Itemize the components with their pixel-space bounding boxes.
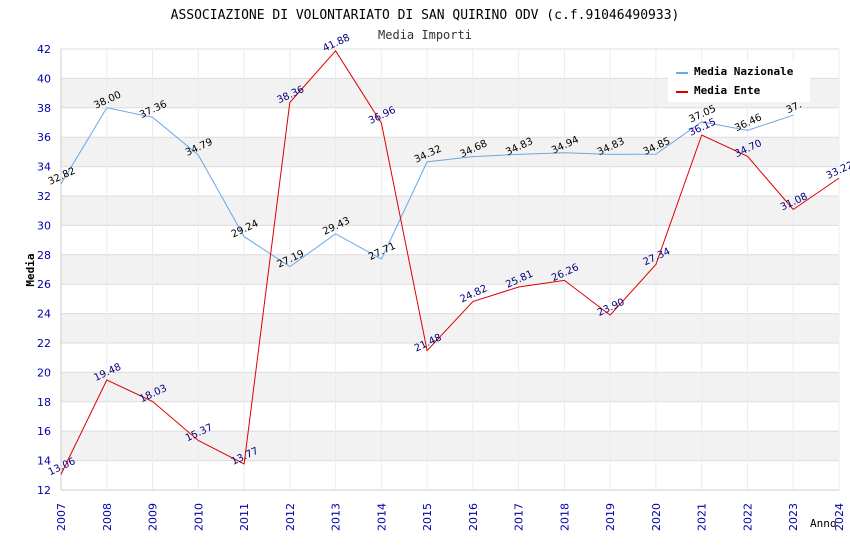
band [61,431,839,461]
data-label-ente: 24.82 [459,283,490,305]
series-line-media-ente [60,49,840,475]
x-tick-label: 2009 [147,503,160,531]
x-axis-label: Anno [810,517,837,530]
band [61,196,839,226]
series-lines [60,49,840,475]
x-tick-label: 2011 [238,503,251,531]
x-tick-labels: 2007 2008 2009 2010 2011 2012 2013 2014 2015 2016… [55,503,846,531]
legend-label-nazionale: Media Nazionale [694,65,794,78]
data-label-ente: 41.88 [321,32,352,54]
x-tick-label: 2017 [513,503,526,531]
axes [60,49,839,491]
y-tick-label: 14 [37,455,51,468]
y-tick-label: 28 [37,249,51,262]
legend-label-ente: Media Ente [694,84,761,97]
x-tick-label: 2014 [375,503,388,531]
y-tick-label: 38 [37,102,51,115]
y-tick-label: 22 [37,337,51,350]
band [61,137,839,167]
x-tick-label: 2023 [787,503,800,531]
y-tick-label: 42 [37,43,51,56]
data-label-nazionale: 32.82 [47,166,78,188]
x-tick-label: 2016 [467,503,480,531]
x-tick-label: 2022 [741,503,754,531]
x-tick-label: 2012 [284,503,297,531]
band [61,254,839,285]
x-tick-label: 2018 [558,503,571,531]
band [61,372,839,402]
y-tick-label: 34 [37,161,51,174]
y-tick-label: 24 [37,308,51,321]
y-tick-label: 26 [37,278,51,291]
y-tick-label: 32 [37,190,51,203]
x-tick-label: 2024 [833,503,846,531]
y-tick-label: 36 [37,131,51,144]
y-tick-label: 20 [37,366,51,379]
x-tick-label: 2013 [330,503,343,531]
x-tick-label: 2020 [650,503,663,531]
y-tick-label: 40 [37,72,51,85]
x-tick-label: 2010 [192,503,205,531]
legend: Media Nazionale Media Ente [668,62,810,102]
series-line-media-nazionale [60,107,794,268]
gridlines [60,48,840,491]
chart-title: ASSOCIAZIONE DI VOLONTARIATO DI SAN QUIR… [171,8,680,23]
x-tick-label: 2007 [55,503,68,531]
x-tick-label: 2021 [696,503,709,531]
chart-subtitle: Media Importi [378,28,472,42]
band [61,313,839,343]
x-tick-label: 2008 [101,503,114,531]
data-label-nazionale: 36.46 [733,112,764,134]
y-axis-label: Media [24,253,37,286]
y-tick-label: 16 [37,425,51,438]
y-tick-labels: 12 14 16 18 20 22 24 26 28 30 32 34 36 38 40 42 [37,43,51,497]
y-tick-label: 12 [37,484,51,497]
legend-box [668,62,810,102]
x-tick-label: 2015 [421,503,434,531]
x-tick-label: 2019 [604,503,617,531]
background-bands [61,78,839,461]
y-tick-label: 18 [37,396,51,409]
y-tick-label: 30 [37,219,51,232]
